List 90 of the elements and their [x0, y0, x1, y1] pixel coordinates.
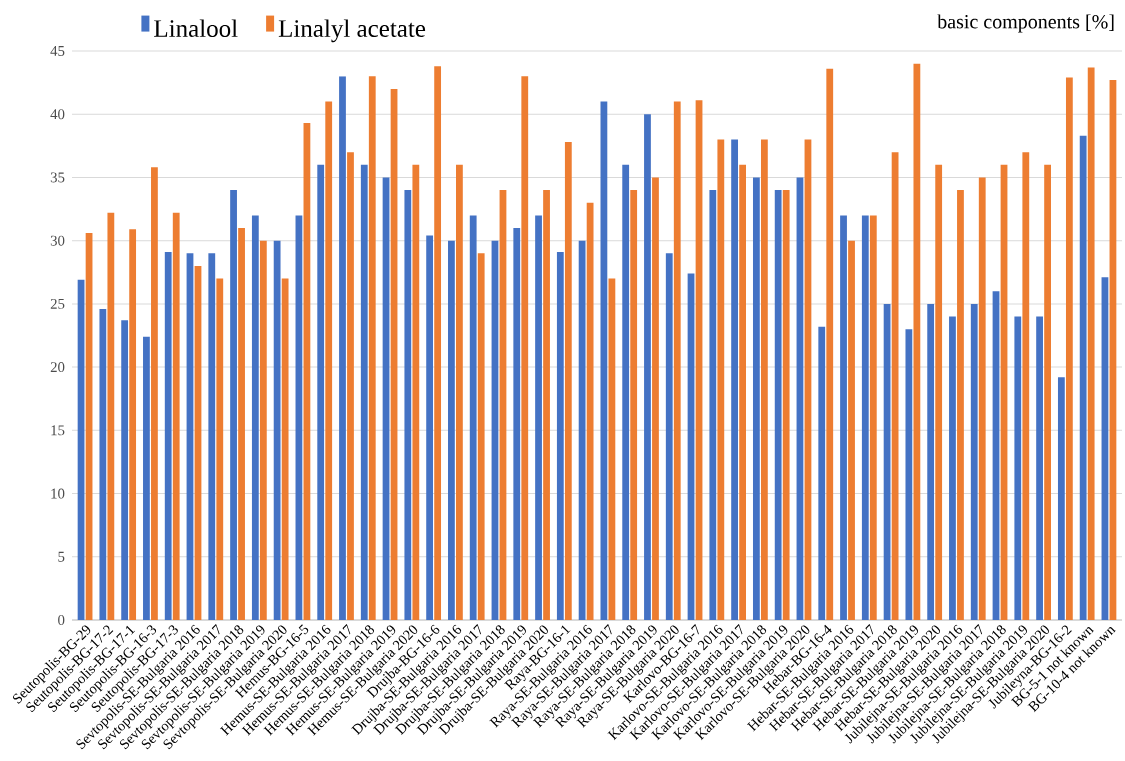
bar — [978, 177, 986, 620]
bar — [1022, 152, 1030, 620]
bar — [564, 142, 572, 620]
bar — [949, 316, 956, 620]
y-tick-label: 5 — [58, 551, 65, 562]
bar — [861, 215, 869, 620]
bar — [259, 240, 267, 620]
bar — [448, 240, 455, 620]
bar — [172, 212, 180, 620]
bar — [216, 278, 224, 620]
bar — [107, 212, 115, 620]
bar — [869, 215, 877, 620]
y-axis-title: basic components [%] — [937, 14, 1114, 33]
bar — [905, 329, 913, 620]
bar — [347, 152, 354, 620]
bar — [1065, 77, 1073, 620]
bar — [622, 164, 630, 620]
y-tick-label: 15 — [51, 425, 65, 436]
y-tick-label: 30 — [50, 235, 65, 246]
bar — [1014, 316, 1022, 620]
bar — [644, 114, 651, 620]
bar — [456, 164, 463, 620]
bar — [543, 190, 550, 620]
bar — [608, 278, 616, 620]
bar — [673, 101, 681, 620]
bar — [251, 215, 259, 620]
bar — [935, 164, 943, 620]
bar — [281, 278, 289, 620]
bar — [1057, 377, 1065, 620]
y-tick-label: 0 — [58, 615, 65, 626]
bar — [630, 190, 638, 620]
bar — [826, 68, 834, 620]
bar — [426, 235, 434, 620]
bar — [469, 215, 477, 620]
bar — [927, 303, 935, 620]
bar — [891, 152, 899, 620]
bar — [586, 202, 594, 620]
bar — [652, 177, 659, 620]
bar — [717, 139, 725, 620]
bar — [782, 190, 790, 620]
bar — [913, 63, 921, 620]
bar — [513, 228, 521, 620]
bar — [238, 228, 245, 620]
bar — [99, 308, 107, 620]
bar — [164, 252, 172, 620]
bar — [818, 326, 826, 620]
y-tick-label: 40 — [50, 109, 65, 120]
bar — [273, 240, 281, 620]
bar — [404, 190, 412, 620]
bar — [521, 76, 529, 620]
bar — [731, 139, 738, 620]
bar — [535, 215, 542, 620]
bar — [600, 101, 608, 620]
legend-label: Linalyl acetate — [278, 19, 426, 43]
y-tick-label: 45 — [50, 46, 65, 56]
bar — [325, 101, 333, 620]
y-tick-label: 35 — [50, 172, 65, 183]
y-tick-label: 10 — [51, 488, 65, 499]
bar — [848, 240, 855, 620]
bar — [970, 303, 978, 620]
bar — [434, 66, 442, 620]
bar — [1079, 135, 1087, 620]
bar — [840, 215, 847, 620]
bar — [556, 252, 564, 620]
bar — [752, 177, 760, 620]
bar — [129, 229, 137, 620]
bar — [360, 164, 368, 620]
bar — [121, 320, 129, 620]
bar — [1087, 67, 1095, 620]
y-tick-label: 25 — [50, 298, 65, 309]
bar — [1036, 316, 1043, 620]
bar — [477, 253, 485, 620]
bar — [368, 76, 376, 620]
bar — [317, 164, 325, 620]
legend-label: Linalool — [154, 19, 238, 37]
bar — [665, 253, 673, 620]
bar — [1044, 164, 1051, 620]
bar — [739, 164, 746, 620]
bar — [760, 139, 768, 620]
bar — [709, 190, 717, 620]
bar — [230, 190, 237, 620]
bar — [208, 253, 216, 620]
bar — [774, 190, 782, 620]
bar — [339, 76, 346, 620]
bar — [957, 190, 964, 620]
bar — [578, 240, 586, 620]
bar — [143, 336, 150, 620]
bar — [412, 164, 420, 620]
y-tick-label: 20 — [50, 362, 65, 373]
bar — [151, 167, 158, 620]
